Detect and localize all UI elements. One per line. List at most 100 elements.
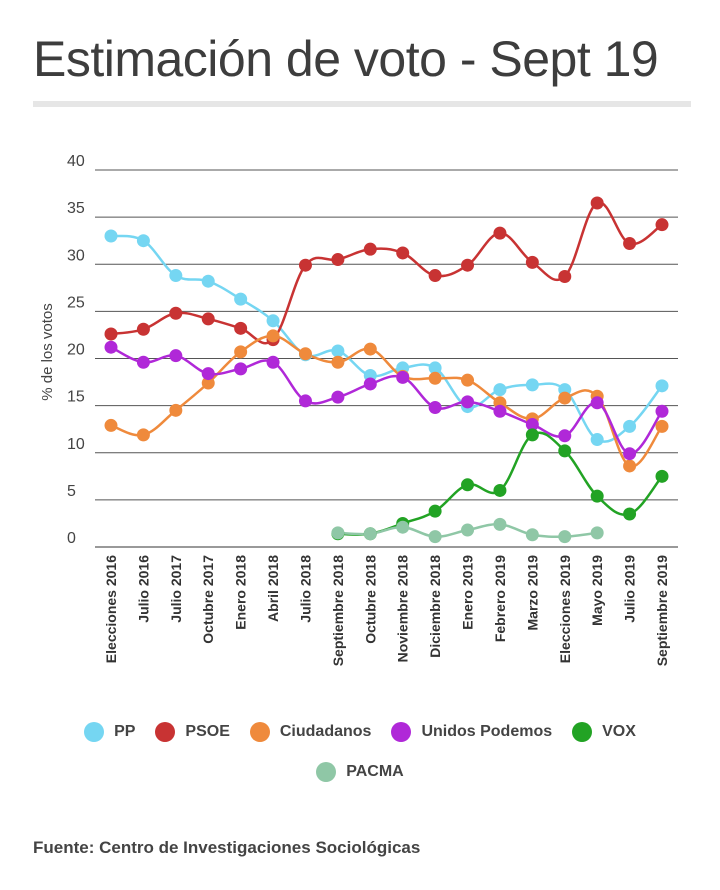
data-point xyxy=(331,344,345,358)
data-point xyxy=(363,527,377,541)
x-tick-label: Diciembre 2018 xyxy=(427,555,443,658)
data-point xyxy=(461,523,475,537)
data-point xyxy=(493,226,507,240)
x-tick-label: Elecciones 2016 xyxy=(103,555,119,663)
legend-row: PACMA xyxy=(0,752,720,792)
x-tick-label: Abril 2018 xyxy=(265,555,281,622)
data-point xyxy=(428,371,442,385)
data-point xyxy=(363,342,377,356)
legend-row: PP PSOE Ciudadanos Unidos Podemos VOX xyxy=(0,712,720,752)
legend-item: Ciudadanos xyxy=(249,722,372,742)
legend-item: VOX xyxy=(572,722,636,742)
x-tick-label: Enero 2019 xyxy=(460,555,476,630)
data-point xyxy=(104,340,118,354)
data-point xyxy=(525,255,539,269)
data-point xyxy=(201,274,215,288)
data-point xyxy=(428,361,442,375)
chart-title: Estimación de voto - Sept 19 xyxy=(33,31,659,87)
data-point xyxy=(169,306,183,320)
legend-swatch xyxy=(391,722,412,742)
data-point xyxy=(655,404,669,418)
data-point xyxy=(363,377,377,391)
data-point xyxy=(428,504,442,518)
legend-label: PACMA xyxy=(346,763,404,780)
y-axis-label: % de los votos xyxy=(39,303,56,401)
data-point xyxy=(104,229,118,243)
x-tick-label: Julio 2019 xyxy=(622,555,638,623)
data-point xyxy=(298,394,312,408)
y-tick-label: 15 xyxy=(67,389,85,406)
x-tick-label: Julio 2018 xyxy=(297,555,313,623)
data-point xyxy=(298,347,312,361)
x-tick-label: Octubre 2018 xyxy=(362,555,378,644)
x-tick-label: Julio 2017 xyxy=(168,555,184,623)
data-point xyxy=(461,478,475,492)
y-tick-label: 30 xyxy=(67,247,85,264)
legend-item: PSOE xyxy=(155,722,230,742)
data-point xyxy=(234,362,248,376)
legend: PP PSOE Ciudadanos Unidos Podemos VOX PACMA xyxy=(0,712,720,792)
legend-swatch xyxy=(84,722,105,742)
data-point xyxy=(234,321,248,335)
x-tick-label: Septiembre 2018 xyxy=(330,555,346,666)
data-point xyxy=(590,489,604,503)
legend-item: PP xyxy=(84,722,135,742)
data-point xyxy=(136,428,150,442)
legend-swatch xyxy=(316,762,337,782)
x-tick-label: Noviembre 2018 xyxy=(395,555,411,663)
data-point xyxy=(558,530,572,544)
data-point xyxy=(558,391,572,405)
legend-label: Ciudadanos xyxy=(279,723,372,740)
data-point xyxy=(558,270,572,284)
y-tick-label: 10 xyxy=(67,436,85,453)
x-tick-label: Septiembre 2019 xyxy=(654,555,670,666)
data-point xyxy=(623,459,637,473)
data-point xyxy=(558,429,572,443)
data-point xyxy=(266,355,280,369)
data-point xyxy=(396,246,410,260)
data-point xyxy=(428,530,442,544)
x-tick-label: Mayo 2019 xyxy=(589,555,605,626)
data-point xyxy=(201,376,215,390)
data-point xyxy=(136,234,150,248)
line-chart: 0 5 10 15 20 25 30 35 40 % de los votos Eleccion… xyxy=(39,153,678,666)
data-point xyxy=(169,269,183,283)
data-point xyxy=(396,520,410,534)
data-point xyxy=(201,312,215,326)
data-point xyxy=(623,419,637,433)
data-point xyxy=(234,345,248,359)
x-tick-label: Febrero 2019 xyxy=(492,555,508,642)
series-points xyxy=(104,196,669,544)
y-tick-label: 40 xyxy=(67,153,85,170)
data-point xyxy=(655,469,669,483)
data-point xyxy=(363,242,377,256)
data-point xyxy=(493,517,507,531)
data-point xyxy=(331,526,345,540)
data-point xyxy=(201,367,215,381)
data-point xyxy=(396,370,410,384)
legend-item: Unidos Podemos xyxy=(391,722,552,742)
data-point xyxy=(493,383,507,397)
data-point xyxy=(428,269,442,283)
data-point xyxy=(525,378,539,392)
data-point xyxy=(623,447,637,461)
data-point xyxy=(590,526,604,540)
data-point xyxy=(461,395,475,409)
legend-item: PACMA xyxy=(316,762,404,782)
data-point xyxy=(169,349,183,363)
legend-swatch xyxy=(249,722,270,742)
data-point xyxy=(493,404,507,418)
x-tick-label: Enero 2018 xyxy=(233,555,249,630)
data-point xyxy=(266,329,280,343)
grid-lines xyxy=(95,169,678,548)
data-point xyxy=(298,258,312,272)
y-axis-ticks: 0 5 10 15 20 25 30 35 40 xyxy=(67,153,85,547)
data-point xyxy=(234,292,248,306)
x-tick-label: Octubre 2017 xyxy=(200,555,216,644)
data-point xyxy=(590,196,604,210)
data-point xyxy=(525,417,539,431)
data-point xyxy=(461,373,475,387)
data-point xyxy=(266,314,280,328)
legend-label: Unidos Podemos xyxy=(421,723,553,740)
data-point xyxy=(136,322,150,336)
